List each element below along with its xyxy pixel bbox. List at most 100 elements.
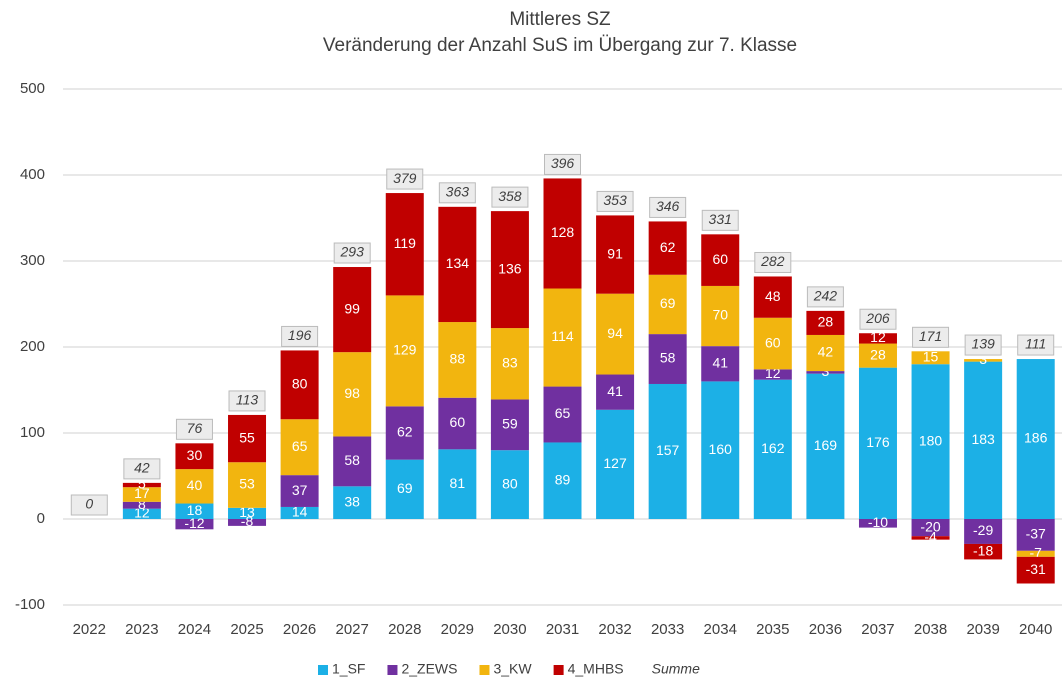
legend-swatch	[387, 665, 398, 675]
chart-subtitle: Veränderung der Anzahl SuS im Übergang z…	[323, 35, 797, 56]
data-label: 157	[656, 442, 680, 458]
data-label: 38	[344, 493, 360, 509]
total-box	[438, 182, 476, 204]
bar-segment	[858, 519, 897, 528]
x-tick-label: 2037	[861, 621, 894, 638]
bar-segment	[701, 381, 740, 519]
chart-title: Mittleres SZ	[509, 9, 611, 30]
bar-segment	[385, 295, 424, 407]
bar-segment	[596, 215, 635, 294]
data-label: 28	[818, 314, 834, 330]
data-label: 42	[818, 344, 834, 360]
total-label: 113	[236, 392, 259, 408]
y-tick-label: 400	[20, 166, 45, 183]
total-label: 346	[656, 198, 680, 214]
data-label: 48	[765, 288, 781, 304]
data-label: 30	[187, 447, 203, 463]
total-label: 331	[709, 211, 732, 227]
bar-segment	[911, 536, 950, 540]
data-label: 41	[712, 354, 728, 370]
bar-segment	[964, 519, 1003, 544]
bar-segment	[175, 443, 214, 470]
data-label: 41	[607, 383, 623, 399]
x-tick-label: 2026	[283, 621, 316, 638]
data-label: 53	[239, 476, 255, 492]
y-tick-label: 300	[20, 252, 45, 269]
bar-segment	[280, 506, 319, 519]
bar-segment	[858, 367, 897, 519]
bar-segment	[806, 310, 845, 335]
data-label: -20	[920, 518, 940, 534]
bar-segment	[911, 364, 950, 519]
y-tick-label: 0	[37, 510, 45, 527]
total-label: 139	[971, 336, 995, 352]
data-label: 18	[187, 502, 203, 518]
x-tick-label: 2022	[73, 621, 106, 638]
bar-segment	[228, 462, 267, 508]
data-label: -12	[184, 515, 204, 531]
data-label: -4	[924, 529, 937, 545]
y-tick-label: -100	[15, 596, 45, 613]
total-label: 171	[919, 328, 942, 344]
bar-segment	[490, 399, 529, 451]
legend-label: 4_MHBS	[568, 661, 624, 677]
data-label: -18	[973, 542, 993, 558]
data-label: 88	[450, 351, 466, 367]
bar-segment	[280, 475, 319, 507]
bar-segment	[438, 206, 477, 323]
bar-segment	[964, 359, 1003, 362]
total-label: 206	[865, 310, 890, 326]
data-label: 15	[923, 348, 939, 364]
bar-segment	[701, 234, 740, 286]
bar-segment	[490, 328, 529, 400]
x-tick-label: 2025	[230, 621, 263, 638]
data-label: 13	[239, 504, 255, 520]
total-label: 363	[446, 184, 470, 200]
data-label: -29	[973, 522, 993, 538]
data-label: 134	[446, 255, 470, 271]
data-label: -8	[241, 513, 254, 529]
y-tick-label: 200	[20, 338, 45, 355]
y-tick-label: 500	[20, 80, 45, 97]
total-box	[491, 186, 529, 208]
data-label: 129	[393, 342, 417, 358]
bar-segment	[806, 373, 845, 519]
bar-segment	[964, 543, 1003, 560]
data-label: 94	[607, 325, 623, 341]
legend-label: 3_KW	[493, 661, 532, 677]
bar-segment	[385, 406, 424, 460]
total-label: 0	[85, 496, 93, 512]
total-box	[964, 334, 1002, 356]
bar-segment	[438, 449, 477, 519]
data-label: 70	[712, 307, 728, 323]
data-label: 136	[498, 260, 522, 276]
data-label: 60	[712, 251, 728, 267]
data-label: 65	[555, 405, 571, 421]
data-label: 12	[870, 329, 886, 345]
y-tick-label: 100	[20, 424, 45, 441]
x-tick-label: 2040	[1019, 621, 1052, 638]
x-tick-label: 2027	[335, 621, 368, 638]
data-label: 91	[607, 245, 623, 261]
bar-segment	[753, 369, 792, 380]
x-tick-label: 2032	[598, 621, 631, 638]
x-tick-label: 2036	[809, 621, 842, 638]
bar-segment	[1016, 359, 1055, 519]
total-label: 379	[393, 170, 417, 186]
x-tick-label: 2038	[914, 621, 947, 638]
bar-segment	[280, 419, 319, 476]
total-label: 76	[187, 420, 203, 436]
bar-segment	[175, 519, 214, 530]
bar-segment	[753, 379, 792, 519]
data-label: 98	[344, 385, 360, 401]
data-label: 65	[292, 438, 308, 454]
bar-segment	[333, 352, 372, 437]
total-box	[386, 168, 424, 190]
legend-label: 1_SF	[332, 661, 365, 677]
total-box	[70, 494, 108, 516]
data-label: -7	[1029, 545, 1042, 561]
bar-segment	[964, 361, 1003, 519]
data-label: 58	[660, 350, 676, 366]
bar-segment	[648, 274, 687, 335]
data-label: 186	[1024, 430, 1048, 446]
